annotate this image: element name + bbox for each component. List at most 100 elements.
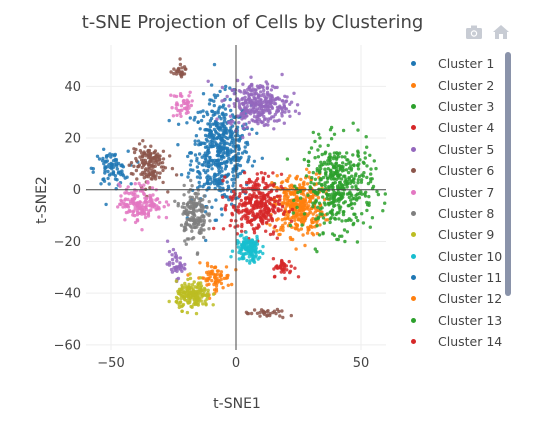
data-point [208, 124, 213, 129]
data-point [363, 192, 367, 196]
data-point [356, 164, 360, 168]
data-point [167, 299, 171, 304]
data-point [118, 184, 122, 188]
data-point [186, 202, 190, 206]
data-point [287, 202, 291, 206]
data-point [121, 205, 125, 209]
data-point [313, 247, 317, 251]
data-point [178, 300, 183, 304]
data-point [240, 204, 244, 208]
data-point [247, 132, 252, 136]
data-point [156, 162, 161, 167]
data-point [222, 276, 226, 281]
data-point [216, 154, 221, 158]
data-point [246, 241, 250, 245]
data-point [345, 230, 350, 234]
data-point [279, 262, 283, 267]
legend-item-cluster-1[interactable]: Cluster 1 [405, 53, 515, 74]
data-point [146, 181, 150, 185]
data-point [197, 222, 201, 227]
data-point [212, 93, 217, 97]
legend-item-cluster-9[interactable]: Cluster 9 [405, 224, 515, 245]
legend-item-cluster-7[interactable]: Cluster 7 [405, 181, 515, 202]
data-point [247, 120, 251, 125]
data-point [176, 276, 181, 281]
legend-item-cluster-4[interactable]: Cluster 4 [405, 117, 515, 138]
legend-item-cluster-6[interactable]: Cluster 6 [405, 160, 515, 181]
data-point [139, 184, 143, 188]
legend-item-cluster-8[interactable]: Cluster 8 [405, 203, 515, 224]
home-icon[interactable] [492, 24, 510, 42]
data-point [202, 228, 206, 232]
data-point [209, 269, 213, 274]
data-point [295, 223, 299, 227]
data-point [175, 113, 179, 118]
data-point [316, 215, 321, 219]
data-point [240, 233, 244, 237]
data-point [321, 231, 325, 235]
data-point [238, 192, 242, 196]
data-point [294, 176, 298, 180]
data-point [173, 199, 177, 203]
data-point [178, 256, 183, 260]
series-cluster-6 [127, 57, 293, 320]
legend-item-cluster-13[interactable]: Cluster 13 [405, 310, 515, 331]
data-point [194, 195, 199, 199]
data-point [100, 159, 105, 163]
data-point [252, 191, 256, 196]
data-point [245, 209, 249, 214]
data-point [245, 311, 250, 316]
data-point [268, 223, 272, 227]
data-point [364, 135, 368, 139]
camera-icon[interactable] [465, 24, 483, 42]
data-point [142, 152, 146, 156]
data-point [230, 198, 234, 202]
data-point [266, 93, 270, 97]
data-point [185, 237, 190, 241]
data-point [316, 148, 320, 152]
data-point [333, 177, 337, 181]
legend-item-cluster-12[interactable]: Cluster 12 [405, 288, 515, 309]
data-point [151, 202, 156, 206]
data-point [335, 151, 339, 155]
data-point [363, 156, 367, 160]
data-point [146, 175, 150, 179]
legend-scrollbar[interactable] [505, 52, 511, 296]
legend-label: Cluster 14 [438, 334, 503, 350]
data-point [283, 106, 287, 111]
legend-item-cluster-5[interactable]: Cluster 5 [405, 139, 515, 160]
data-point [206, 134, 210, 138]
legend-item-cluster-3[interactable]: Cluster 3 [405, 96, 515, 117]
data-point [91, 170, 95, 174]
legend-item-cluster-11[interactable]: Cluster 11 [405, 267, 515, 288]
data-point [252, 159, 257, 163]
data-point [323, 183, 327, 188]
data-point [264, 80, 268, 84]
data-point [283, 276, 287, 281]
data-point [190, 184, 194, 188]
legend-item-cluster-14[interactable]: Cluster 14 [405, 331, 515, 352]
data-point [220, 169, 224, 173]
data-point [354, 172, 358, 176]
data-point [181, 212, 185, 216]
legend-marker [411, 339, 416, 345]
data-point [255, 172, 259, 176]
data-point [309, 146, 314, 150]
data-point [243, 203, 247, 208]
data-point [284, 264, 289, 268]
legend-item-cluster-10[interactable]: Cluster 10 [405, 246, 515, 267]
data-point [179, 104, 184, 108]
data-point [195, 165, 200, 169]
data-point [171, 114, 176, 118]
data-point [198, 276, 203, 280]
data-point [342, 210, 346, 214]
legend-item-cluster-2[interactable]: Cluster 2 [405, 74, 515, 95]
data-point [264, 96, 269, 100]
data-point [202, 160, 207, 164]
data-point [192, 280, 196, 284]
data-point [217, 279, 221, 284]
data-point [313, 190, 318, 194]
data-point [371, 184, 376, 189]
data-point [170, 257, 175, 262]
